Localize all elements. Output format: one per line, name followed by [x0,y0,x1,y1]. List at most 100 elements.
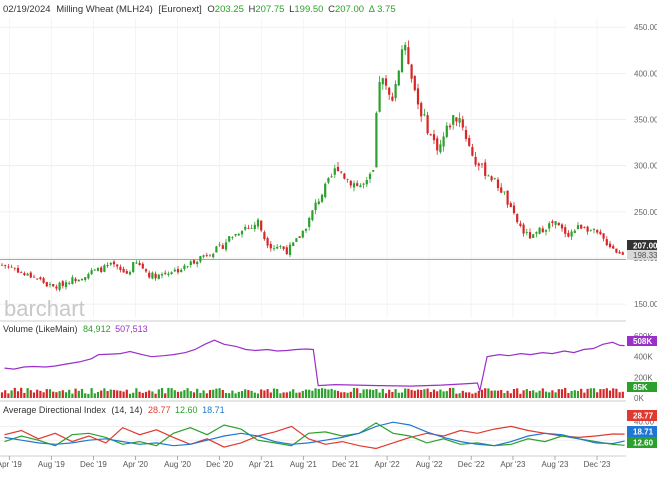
candle-body [4,264,7,266]
candle-body [330,176,333,178]
candle-body [426,115,429,134]
volume-bar [362,389,365,398]
candle-body [378,81,381,112]
volume-bar [144,391,148,398]
candle-body [180,269,183,273]
volume-bar [356,388,359,398]
volume-bar [192,392,196,398]
candle-body [500,187,503,193]
volume-bar [36,389,39,398]
volume-bar [58,391,61,398]
volume-bar [500,389,503,398]
candle-body [391,96,394,101]
candle-body [573,230,576,234]
candle-body [100,267,103,272]
volume-bar [448,388,452,398]
candle-body [170,272,173,275]
candle-body [173,269,176,272]
candle-body [522,224,525,234]
volume-bar [516,388,519,398]
volume-bar [464,392,468,398]
candle-body [346,179,349,180]
candle-body [202,255,205,257]
volume-bar [135,388,138,398]
candle-body [279,246,282,247]
volume-bar [618,392,621,398]
volume-bar [298,392,301,398]
volume-bar [548,392,551,398]
volume-bar [519,393,522,398]
volume-bar [522,390,525,398]
volume-bar [327,389,330,398]
x-tick-label: Aug '23 [542,460,569,469]
candle-body [445,125,448,137]
x-tick-label: Apr '21 [249,460,275,469]
candle-body [16,267,20,273]
volume-bar [599,389,602,398]
candle-body [74,278,77,282]
volume-legend: Volume (LikeMain) 84,912 507,513 [3,324,148,334]
candle-body [260,220,263,231]
candle-body [240,231,244,235]
volume-bar [128,393,132,398]
candle-body [528,232,532,239]
candle-body [301,230,304,238]
candle-body [39,277,42,280]
candle-body [589,229,592,231]
candle-body [304,228,308,231]
adx-line-series [4,421,625,450]
candle-body [13,267,16,269]
volume-bar [285,392,288,398]
candle-body [247,227,250,229]
volume-bar [263,390,266,398]
candle-body [314,202,317,211]
volume-bar [496,390,500,398]
candle-body [192,260,196,264]
volume-bars [0,387,624,398]
candle-body [87,273,90,279]
candle-body [154,273,157,279]
candle-body [29,272,32,278]
adx-value-1: 28.77 [148,405,171,415]
price-axis: 150.00200.00250.00300.00350.00400.00450.… [634,23,657,309]
volume-bar [509,393,512,398]
candle-body [362,183,365,185]
volume-bar [183,390,186,398]
candle-body [570,231,573,237]
candle-body [112,261,116,265]
adx-params: (14, 14) [111,405,142,415]
volume-bar [621,391,624,398]
volume-bar [324,388,327,398]
candle-body [125,271,128,274]
volume-bar [260,389,263,398]
candle-body [10,266,13,268]
candle-body [343,173,346,179]
volume-bar [503,393,506,398]
volume-bar [180,391,183,398]
x-tick-label: Aug '22 [416,460,443,469]
adx-last-label-3: 12.60 [633,439,654,448]
candle-body [605,239,608,246]
adx-title: Average Directional Index [3,405,106,415]
candle-body [212,253,215,258]
volume-bar [93,393,96,398]
candle-body [23,273,26,276]
volume-bar [234,393,237,398]
volume-bar [544,391,548,398]
candle-body [144,269,148,272]
price-tick-label: 300.00 [634,162,657,171]
volume-bar [612,388,615,398]
x-tick-label: Dec '23 [584,460,611,469]
x-tick-label: Aug '20 [164,460,191,469]
candle-body [266,238,269,246]
volume-bar [407,388,410,398]
volume-bar [167,387,170,398]
candle-body [439,144,442,153]
candle-body [484,162,487,176]
candle-body [199,256,202,262]
candle-body [308,217,311,227]
x-tick-label: Dec '21 [332,460,359,469]
volume-bar [20,387,23,398]
price-tick-label: 400.00 [634,69,657,78]
